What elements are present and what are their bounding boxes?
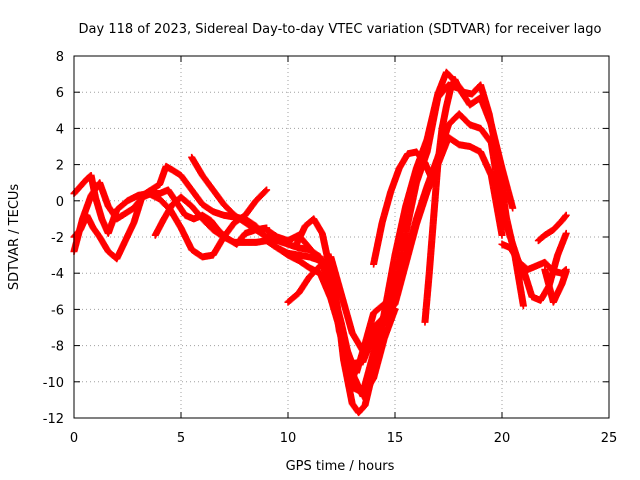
y-tick-label: 0 (56, 195, 64, 210)
y-tick-label: -8 (51, 340, 64, 355)
chart-title: Day 118 of 2023, Sidereal Day-to-day VTE… (79, 22, 602, 37)
plot-area (70, 68, 570, 417)
y-tick-label: -6 (51, 303, 64, 318)
x-tick-label: 25 (601, 431, 618, 446)
y-tick-label: 6 (56, 86, 64, 101)
x-tick-label: 20 (494, 431, 511, 446)
data-point (262, 187, 270, 195)
y-tick-label: -4 (51, 267, 64, 282)
y-tick-label: -12 (43, 412, 64, 427)
y-tick-label: 8 (56, 50, 64, 65)
y-tick-label: -10 (43, 376, 64, 391)
x-axis-label: GPS time / hours (286, 459, 395, 474)
y-tick-label: 4 (56, 122, 64, 137)
x-tick-label: 15 (387, 431, 404, 446)
x-tick-label: 0 (70, 431, 78, 446)
x-tick-label: 5 (177, 431, 185, 446)
y-tick-label: -2 (51, 231, 64, 246)
y-tick-label: 2 (56, 159, 64, 174)
x-tick-label: 10 (280, 431, 297, 446)
data-point (263, 186, 271, 194)
y-axis-label: SDTVAR / TECUs (7, 184, 22, 291)
